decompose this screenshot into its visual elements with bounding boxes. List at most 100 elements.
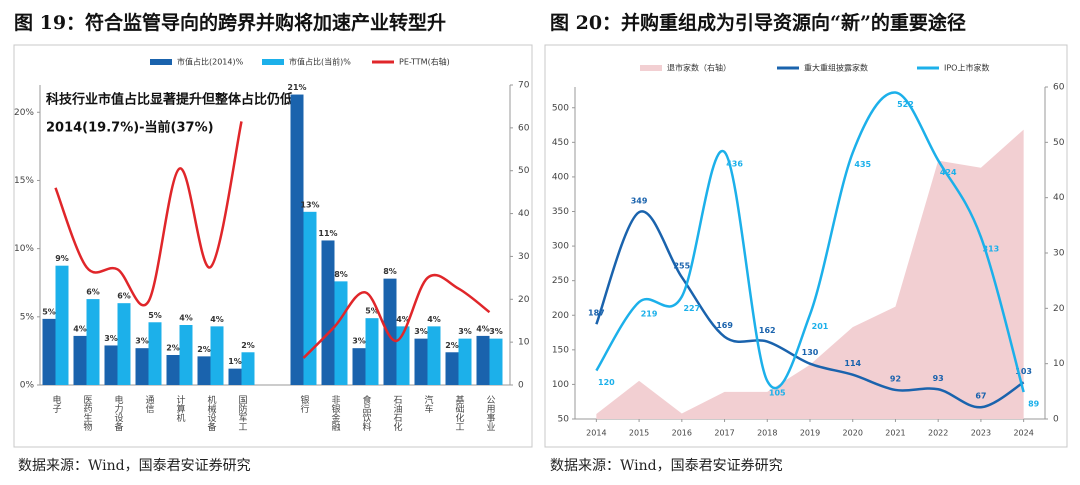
data-label: 8% bbox=[383, 267, 397, 276]
bar bbox=[228, 368, 242, 385]
x-tick-label: 国防军工 bbox=[237, 395, 248, 431]
source-note: 数据来源：Wind，国泰君安证券研究 bbox=[18, 458, 251, 474]
bar bbox=[117, 303, 131, 385]
area bbox=[596, 129, 1024, 419]
x-tick-label: 机械设备 bbox=[206, 394, 217, 431]
data-label: 67 bbox=[975, 392, 986, 401]
x-tick-label: 电力设备 bbox=[113, 394, 124, 431]
x-tick-label: 公用事业 bbox=[485, 395, 496, 431]
data-label: 2% bbox=[197, 345, 211, 354]
data-label: 3% bbox=[104, 334, 118, 343]
bar bbox=[365, 318, 379, 385]
legend-label: IPO上市家数 bbox=[944, 63, 989, 73]
bar bbox=[290, 94, 304, 385]
legend-label: 市值占比(2014)% bbox=[177, 57, 244, 67]
x-tick-label: 通信 bbox=[144, 395, 155, 414]
line bbox=[302, 273, 491, 359]
bar bbox=[148, 322, 162, 385]
y-tick-label: 400 bbox=[552, 172, 569, 182]
x-tick-label: 非银金融 bbox=[330, 394, 341, 432]
y2-tick-label: 70 bbox=[518, 81, 530, 91]
legend-label: PE-TTM(右轴) bbox=[399, 57, 450, 67]
bar bbox=[135, 348, 149, 385]
data-label: 313 bbox=[983, 245, 1000, 254]
y2-tick-label: 10 bbox=[1053, 359, 1065, 369]
data-label: 5% bbox=[42, 307, 56, 316]
x-tick-label: 2014 bbox=[586, 429, 606, 438]
bar bbox=[210, 326, 224, 385]
data-label: 103 bbox=[1015, 367, 1032, 376]
y2-tick-label: 40 bbox=[1053, 193, 1065, 203]
data-label: 105 bbox=[769, 388, 786, 397]
chart-title: 图 19：符合监管导向的跨界并购将加速产业转型升 bbox=[14, 11, 446, 34]
data-label: 4% bbox=[179, 314, 193, 323]
bar bbox=[489, 338, 503, 385]
bar bbox=[166, 355, 180, 385]
y2-tick-label: 10 bbox=[518, 338, 530, 348]
y2-tick-label: 50 bbox=[1053, 138, 1065, 148]
legend-label: 重大重组披露家数 bbox=[804, 63, 868, 73]
data-label: 255 bbox=[673, 262, 690, 271]
data-label: 6% bbox=[86, 288, 100, 297]
data-label: 1% bbox=[228, 357, 242, 366]
bar bbox=[321, 240, 335, 385]
bar bbox=[179, 325, 193, 385]
bar bbox=[334, 281, 348, 385]
x-tick-label: 2024 bbox=[1013, 429, 1033, 438]
bar bbox=[396, 326, 410, 385]
x-tick-label: 2015 bbox=[629, 429, 649, 438]
data-label: 130 bbox=[802, 348, 819, 357]
x-tick-label: 电子 bbox=[51, 394, 62, 413]
x-tick-label: 2016 bbox=[672, 429, 692, 438]
bar bbox=[104, 345, 118, 385]
x-tick-label: 计算机 bbox=[175, 394, 186, 423]
y-tick-label: 5% bbox=[20, 312, 35, 322]
data-label: 4% bbox=[73, 324, 87, 333]
data-label: 187 bbox=[588, 309, 605, 318]
bar bbox=[303, 211, 317, 385]
data-label: 93 bbox=[933, 374, 944, 383]
data-label: 3% bbox=[489, 327, 503, 336]
legend-swatch bbox=[640, 65, 662, 71]
x-tick-label: 银行 bbox=[299, 394, 310, 414]
data-label: 4% bbox=[476, 324, 490, 333]
data-label: 3% bbox=[135, 337, 149, 346]
data-label: 3% bbox=[414, 327, 428, 336]
x-tick-label: 2023 bbox=[971, 429, 991, 438]
data-label: 436 bbox=[726, 160, 743, 169]
y2-tick-label: 20 bbox=[1053, 304, 1065, 314]
data-label: 2% bbox=[241, 341, 255, 350]
y2-tick-label: 20 bbox=[518, 295, 530, 305]
x-tick-label: 基础化工 bbox=[454, 394, 465, 431]
panel-frame bbox=[544, 44, 1068, 448]
y2-tick-label: 40 bbox=[518, 209, 530, 219]
data-label: 89 bbox=[1028, 400, 1040, 409]
y-tick-label: 450 bbox=[552, 138, 569, 148]
y-tick-label: 200 bbox=[552, 311, 569, 321]
data-label: 3% bbox=[458, 327, 472, 336]
line bbox=[54, 121, 243, 307]
bar bbox=[445, 352, 459, 385]
source-note: 数据来源：Wind，国泰君安证券研究 bbox=[550, 458, 783, 474]
data-label: 5% bbox=[365, 307, 379, 316]
y-tick-label: 350 bbox=[552, 207, 569, 217]
y2-tick-label: 30 bbox=[518, 252, 530, 262]
x-tick-label: 2021 bbox=[885, 429, 905, 438]
bar bbox=[414, 338, 428, 385]
legend-label: 市值占比(当前)% bbox=[289, 57, 351, 67]
y-tick-label: 150 bbox=[552, 345, 569, 355]
data-label: 5% bbox=[148, 311, 162, 320]
data-label: 11% bbox=[318, 229, 337, 238]
x-tick-label: 2018 bbox=[757, 429, 777, 438]
annotation: 科技行业市值占比显著提升但整体占比仍低: bbox=[46, 92, 298, 108]
line bbox=[595, 91, 1025, 393]
legend-swatch bbox=[150, 59, 172, 65]
x-tick-label: 2022 bbox=[928, 429, 948, 438]
data-label: 13% bbox=[300, 200, 319, 209]
data-label: 435 bbox=[854, 160, 871, 169]
data-label: 219 bbox=[641, 310, 658, 319]
y-tick-label: 15% bbox=[14, 176, 34, 186]
line bbox=[595, 210, 1025, 409]
bar bbox=[352, 348, 366, 385]
